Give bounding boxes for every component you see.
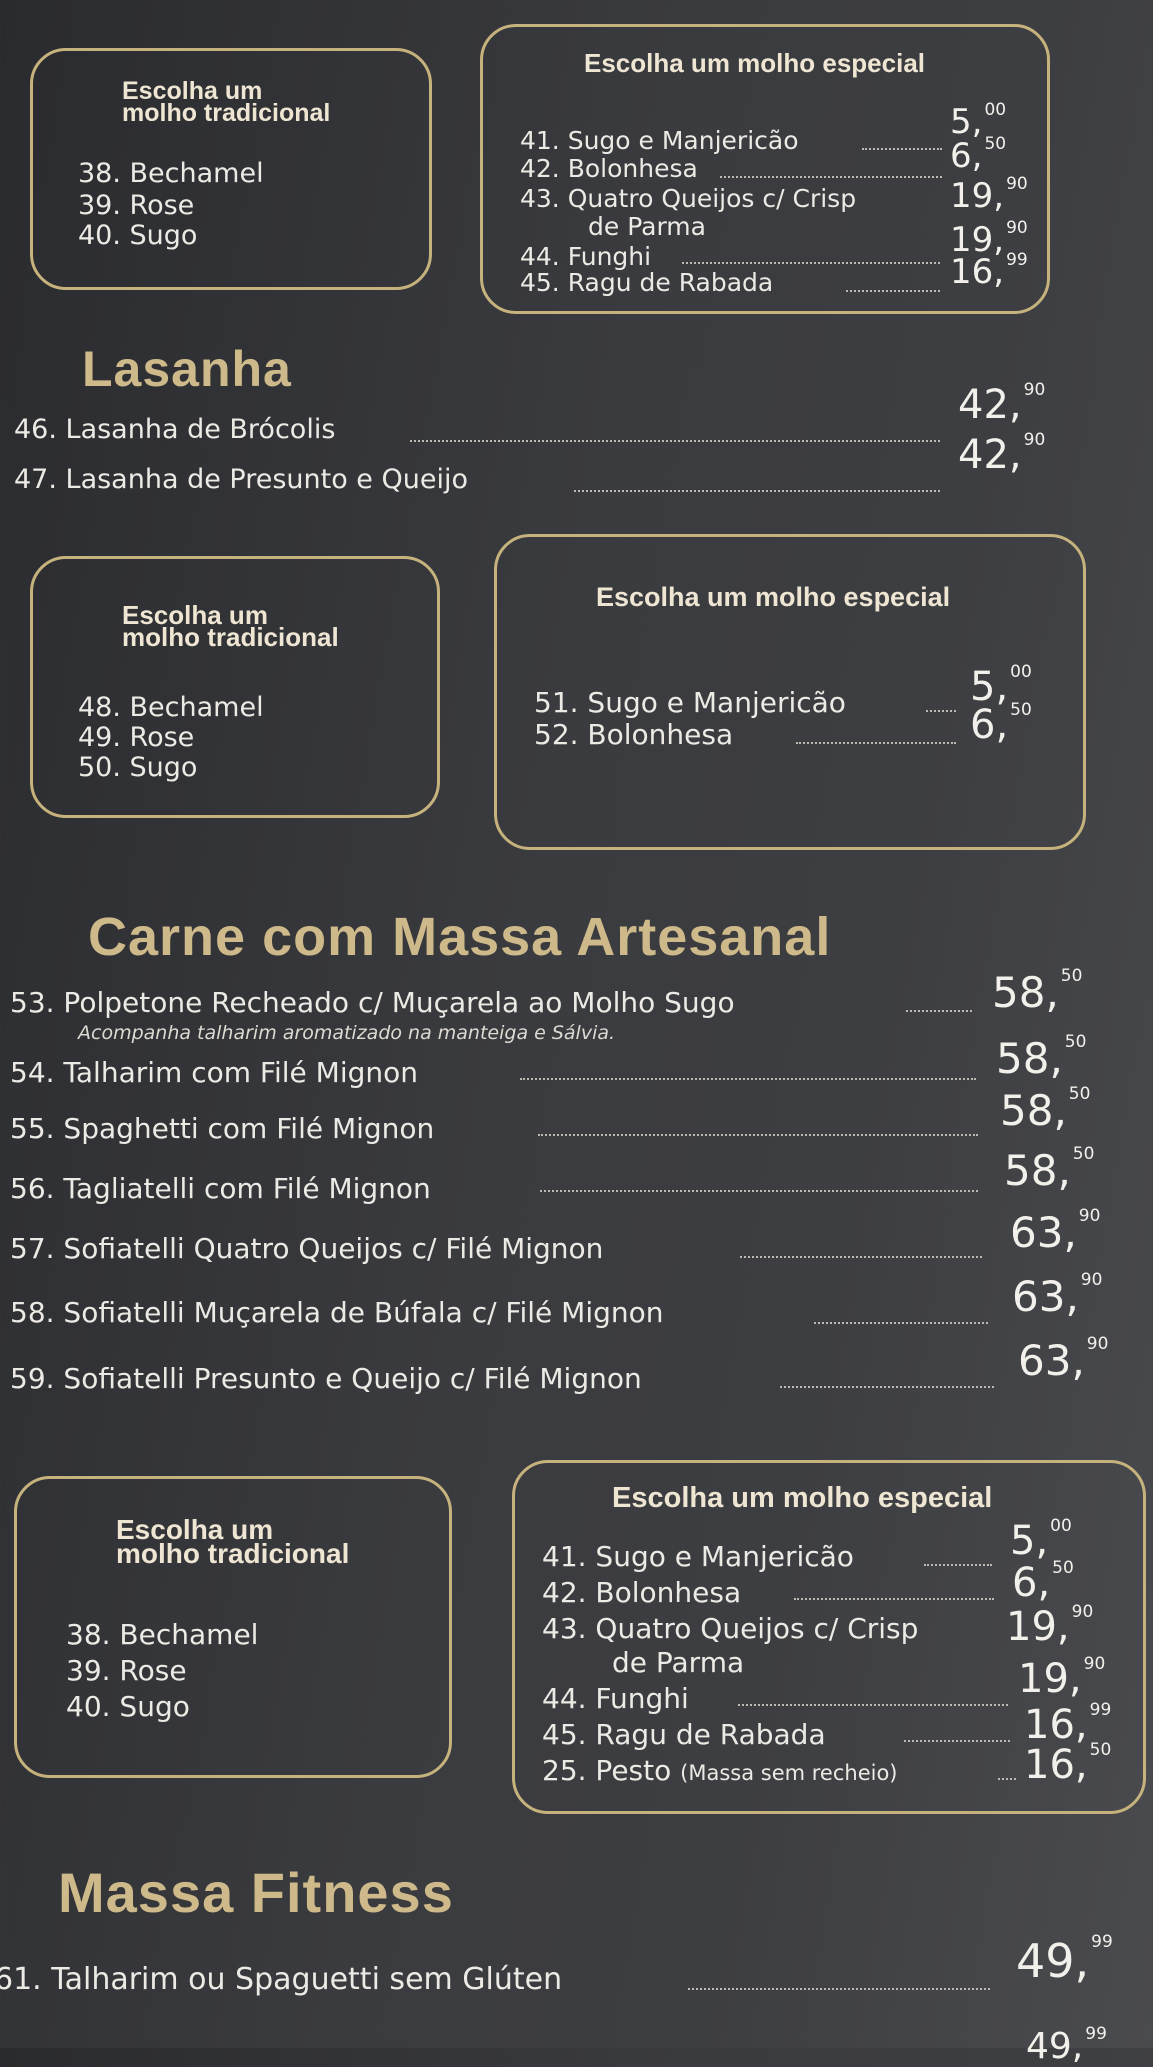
price-46: 42, 90	[958, 380, 1046, 428]
menu-item-note: Acompanha talharim aromatizado na mantei…	[78, 1022, 616, 1044]
sauce-item: 39. Rose	[78, 190, 195, 221]
sauce-item: 38. Bechamel	[66, 1618, 259, 1651]
special-sauce-box-3	[512, 1460, 1146, 1814]
menu-item-43: 43. Quatro Queijos c/ Crisp	[542, 1612, 919, 1645]
traditional-sauce-box-2	[30, 556, 440, 818]
special-sauce-box-2	[494, 534, 1086, 850]
menu-item-41: 41. Sugo e Manjericão	[542, 1540, 854, 1573]
price-55: 58, 50	[1000, 1084, 1091, 1135]
menu-item-41: 41. Sugo e Manjericão	[520, 126, 799, 155]
sauce-item: 40. Sugo	[78, 220, 198, 251]
price-42: 6, 50	[950, 134, 1007, 176]
menu-item-45: 45. Ragu de Rabada	[542, 1718, 826, 1751]
heading-lasanha: Lasanha	[82, 341, 292, 397]
traditional-sauce-box-1	[30, 48, 432, 290]
price-44: 19, 90	[950, 218, 1028, 260]
menu-item-47: 47. Lasanha de Presunto e Queijo	[14, 464, 469, 495]
menu-item-45: 45. Ragu de Rabada	[520, 268, 774, 297]
price-25: 16, 50	[1024, 1740, 1112, 1788]
traditional-sauce-title: Escolha um molho tradicional	[116, 1514, 350, 1569]
menu-item-56: 56. Tagliatelli com Filé Mignon	[10, 1172, 431, 1205]
price-53: 58, 50	[992, 966, 1083, 1017]
menu-item-59: 59. Sofiatelli Presunto e Queijo c/ Filé…	[10, 1362, 642, 1395]
menu-item-54: 54. Talharim com Filé Mignon	[10, 1056, 418, 1089]
menu-item-51: 51. Sugo e Manjericão	[534, 686, 846, 719]
special-sauce-box-1	[480, 24, 1050, 314]
menu-item-44: 44. Funghi	[542, 1682, 689, 1715]
sauce-item: 40. Sugo	[66, 1690, 190, 1723]
menu-item-44: 44. Funghi	[520, 242, 652, 271]
menu-item-46: 46. Lasanha de Brócolis	[14, 414, 336, 445]
price-56: 58, 50	[1004, 1144, 1095, 1195]
price-47: 42, 90	[958, 430, 1046, 478]
sauce-item: 39. Rose	[66, 1654, 187, 1687]
sauce-item: 49. Rose	[78, 722, 195, 753]
sauce-item: 48. Bechamel	[78, 692, 264, 723]
traditional-sauce-title: Escolha um molho tradicional	[122, 600, 339, 652]
special-sauce-title: Escolha um molho especial	[596, 582, 951, 612]
sauce-item: 38. Bechamel	[78, 158, 264, 189]
special-sauce-title: Escolha um molho especial	[612, 1482, 993, 1514]
menu-item-42: 42. Bolonhesa	[542, 1576, 742, 1609]
menu-item-52: 52. Bolonhesa	[534, 718, 734, 751]
price-41: 5, 00	[950, 100, 1007, 142]
price-61: 49, 99	[1016, 1932, 1113, 1988]
price-58: 63, 90	[1012, 1270, 1103, 1321]
traditional-sauce-box-3	[14, 1476, 452, 1778]
menu-item-43-cont: de Parma	[612, 1646, 745, 1679]
menu-item-53: 53. Polpetone Recheado c/ Muçarela ao Mo…	[10, 986, 735, 1019]
price-52: 6, 50	[970, 700, 1032, 748]
price-43: 19, 90	[1006, 1602, 1094, 1650]
menu-item-42: 42. Bolonhesa	[520, 154, 698, 183]
price-59: 63, 90	[1018, 1334, 1109, 1385]
price-43: 19, 90	[950, 174, 1028, 216]
menu-item-58: 58. Sofiatelli Muçarela de Búfala c/ Fil…	[10, 1296, 664, 1329]
menu-item-61: 61. Talharim ou Spaguetti sem Glúten	[0, 1962, 563, 1997]
price-45: 16, 99	[1024, 1700, 1112, 1748]
price-54: 58, 50	[996, 1032, 1087, 1083]
special-sauce-title: Escolha um molho especial	[584, 48, 925, 78]
price-41: 5, 00	[1010, 1516, 1072, 1564]
menu-item-43: 43. Quatro Queijos c/ Crisp	[520, 184, 857, 213]
price-62: 49, 99	[1026, 2024, 1107, 2067]
price-45: 16, 99	[950, 250, 1028, 292]
price-57: 63, 90	[1010, 1206, 1101, 1257]
sauce-item: 50. Sugo	[78, 752, 198, 783]
price-51: 5, 00	[970, 662, 1032, 710]
menu-item-25: 25. Pesto (Massa sem recheio)	[542, 1754, 898, 1787]
price-44: 19, 90	[1018, 1654, 1106, 1702]
traditional-sauce-title: Escolha um molho tradicional	[122, 77, 331, 127]
menu-item-55: 55. Spaghetti com Filé Mignon	[10, 1112, 435, 1145]
menu-item-43-cont: de Parma	[588, 212, 706, 241]
price-42: 6, 50	[1012, 1558, 1074, 1606]
heading-carne: Carne com Massa Artesanal	[88, 907, 832, 967]
heading-fitness: Massa Fitness	[58, 1861, 454, 1924]
menu-item-57: 57. Sofiatelli Quatro Queijos c/ Filé Mi…	[10, 1232, 604, 1265]
